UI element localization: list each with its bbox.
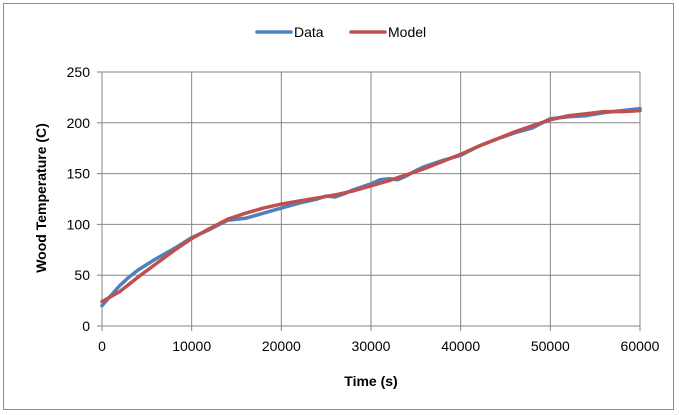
legend-label-data: Data (294, 24, 324, 40)
x-tick-label: 50000 (531, 338, 570, 354)
y-tick-label: 250 (67, 64, 91, 80)
series-layer (100, 106, 642, 308)
x-tick-label: 0 (98, 338, 106, 354)
legend: Data Model (255, 24, 426, 40)
x-tick-label: 20000 (262, 338, 301, 354)
axes-layer: 0 50 100 150 200 250 0 10000 20000 30000 40000 5000… (67, 64, 660, 354)
y-tick-label: 50 (74, 267, 90, 283)
x-tick-label: 10000 (172, 338, 211, 354)
series-line-model (100, 108, 642, 304)
y-tick-label: 200 (67, 115, 91, 131)
y-tick-label: 100 (67, 216, 91, 232)
x-tick-label: 40000 (441, 338, 480, 354)
grid-layer (102, 71, 641, 326)
x-axis-title: Time (s) (344, 373, 397, 389)
chart-frame (3, 3, 674, 410)
x-tick-label: 60000 (621, 338, 660, 354)
y-axis-title: Wood Temperature (C) (33, 123, 49, 273)
y-tick-label: 150 (67, 166, 91, 182)
x-tick-label: 30000 (352, 338, 391, 354)
y-tick-label: 0 (82, 318, 90, 334)
legend-label-model: Model (388, 24, 426, 40)
